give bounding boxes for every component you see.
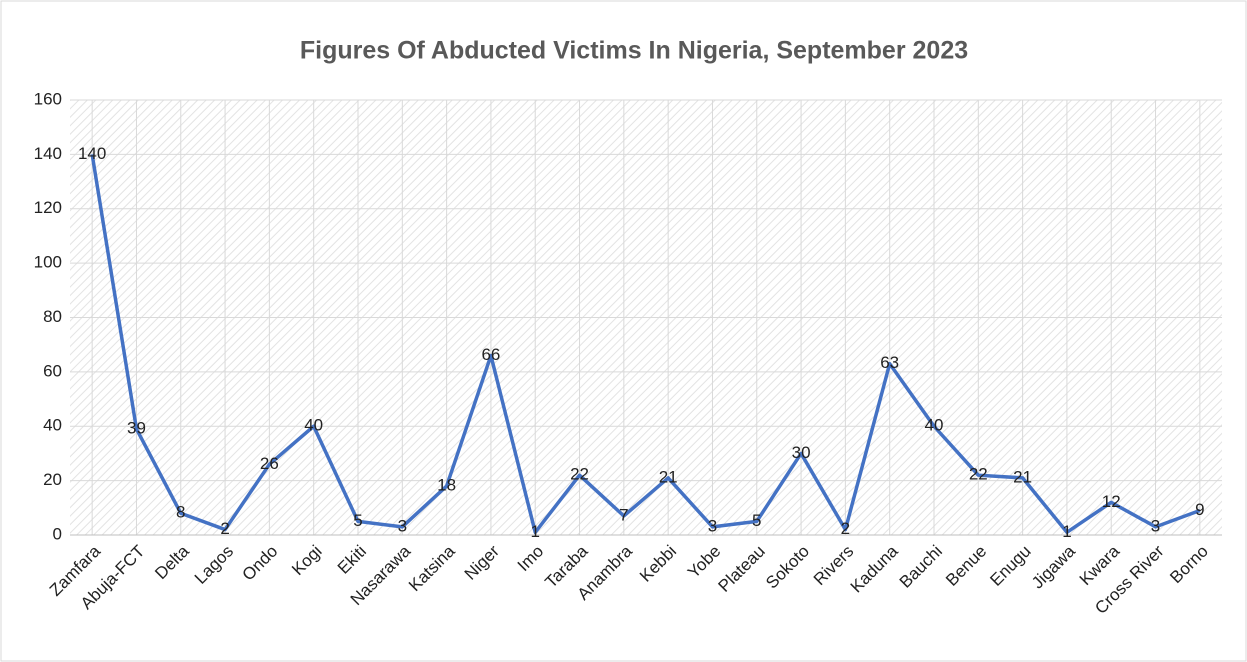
y-tick-label: 80 xyxy=(43,307,62,326)
data-label: 8 xyxy=(176,503,185,522)
data-label: 40 xyxy=(925,416,944,435)
data-label: 3 xyxy=(398,516,407,535)
data-label: 22 xyxy=(969,465,988,484)
data-label: 2 xyxy=(841,519,850,538)
data-label: 18 xyxy=(437,476,456,495)
y-tick-label: 120 xyxy=(34,198,62,217)
data-label: 3 xyxy=(708,516,717,535)
data-label: 3 xyxy=(1151,516,1160,535)
data-label: 1 xyxy=(1062,522,1071,541)
data-label: 12 xyxy=(1102,492,1121,511)
data-label: 140 xyxy=(78,144,106,163)
data-label: 40 xyxy=(304,416,323,435)
chart-title: Figures Of Abducted Victims In Nigeria, … xyxy=(300,37,968,65)
y-tick-label: 60 xyxy=(43,361,62,380)
data-label: 39 xyxy=(127,418,146,437)
y-tick-label: 40 xyxy=(43,416,62,435)
data-label: 5 xyxy=(752,511,761,530)
data-label: 26 xyxy=(260,454,279,473)
data-label: 63 xyxy=(880,353,899,372)
data-label: 21 xyxy=(1013,467,1032,486)
data-label: 9 xyxy=(1195,500,1204,519)
line-series xyxy=(90,154,1201,535)
y-tick-label: 100 xyxy=(34,253,62,272)
data-label: 1 xyxy=(530,522,539,541)
data-label: 30 xyxy=(792,443,811,462)
data-label: 2 xyxy=(220,519,229,538)
data-label: 5 xyxy=(353,511,362,530)
data-label: 21 xyxy=(659,467,678,486)
y-tick-label: 160 xyxy=(34,89,62,108)
y-tick-label: 20 xyxy=(43,470,62,489)
data-label: 66 xyxy=(481,345,500,364)
data-label: 7 xyxy=(619,505,628,524)
y-tick-label: 0 xyxy=(53,524,62,543)
y-tick-label: 140 xyxy=(34,144,62,163)
data-label: 22 xyxy=(570,465,589,484)
